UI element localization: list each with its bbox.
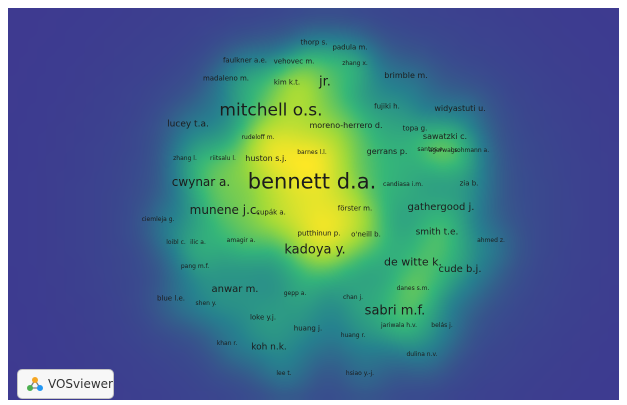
item-label-agarwal[interactable]: agarwal s. xyxy=(428,147,460,154)
item-label-munene[interactable]: munene j.c. xyxy=(189,203,261,217)
item-label-faulkner[interactable]: faulkner a.e. xyxy=(222,56,268,65)
item-label-thorp[interactable]: thorp s. xyxy=(300,38,328,47)
item-label-dulina[interactable]: dulina n.v. xyxy=(406,351,438,358)
item-label-chan[interactable]: chan j. xyxy=(342,294,364,301)
item-label-pang[interactable]: pang m.f. xyxy=(180,263,210,270)
item-label-de-witte[interactable]: de witte k. xyxy=(383,255,443,269)
item-label-padula[interactable]: padula m. xyxy=(332,43,368,52)
item-label-zhang-l[interactable]: zhang l. xyxy=(173,155,197,162)
item-label-topa[interactable]: topa g. xyxy=(402,124,428,133)
item-label-blue[interactable]: blue l.e. xyxy=(156,294,186,303)
item-label-cwynar[interactable]: cwynar a. xyxy=(171,175,231,189)
item-label-kadoya[interactable]: kadoya y. xyxy=(284,242,346,258)
item-label-rudeloff[interactable]: rudeloff m. xyxy=(241,134,275,141)
vosviewer-logo-text: VOSviewer xyxy=(47,377,113,391)
item-label-riitsalu[interactable]: riitsalu l. xyxy=(210,155,236,162)
item-label-ilic[interactable]: ilic a. xyxy=(190,239,206,246)
item-label-smith[interactable]: smith t.e. xyxy=(415,227,459,238)
item-label-gerrans[interactable]: gerrans p. xyxy=(366,147,408,156)
item-label-kim[interactable]: kim k.t. xyxy=(273,78,301,87)
item-label-lee[interactable]: lee t. xyxy=(276,370,292,377)
density-map-canvas[interactable]: thorp s. padula m. faulkner a.e. vehovec… xyxy=(8,8,619,400)
item-label-oneill[interactable]: o'neill b. xyxy=(351,230,381,239)
item-label-huang-j[interactable]: huang j. xyxy=(293,324,323,333)
item-label-khan[interactable]: khan r. xyxy=(216,340,238,347)
item-label-zhang-x[interactable]: zhang x. xyxy=(342,60,368,67)
item-label-belas[interactable]: belás j. xyxy=(431,322,453,329)
item-label-anwar[interactable]: anwar m. xyxy=(211,284,259,295)
item-label-sabri[interactable]: sabri m.f. xyxy=(364,303,426,319)
item-label-danes[interactable]: danes s.m. xyxy=(396,285,430,292)
item-label-mitchell[interactable]: mitchell o.s. xyxy=(219,100,323,121)
item-label-gepp[interactable]: gepp a. xyxy=(283,290,307,297)
item-label-grohmann[interactable]: grohmann a. xyxy=(450,147,490,154)
item-label-hsiao[interactable]: hsiao y.-j. xyxy=(345,370,375,377)
item-label-shen[interactable]: shen y. xyxy=(195,300,217,307)
item-label-huston[interactable]: huston s.j. xyxy=(245,154,287,163)
item-label-ciemleja[interactable]: ciemleja g. xyxy=(141,216,175,223)
item-label-forster[interactable]: förster m. xyxy=(337,204,373,213)
vosviewer-logo-button[interactable]: VOSviewer xyxy=(17,369,114,399)
vosviewer-logo-icon xyxy=(26,377,43,391)
item-label-fujiki[interactable]: fujiki h. xyxy=(374,102,400,111)
item-label-brimble[interactable]: brimble m. xyxy=(384,71,428,80)
item-label-sawatzki[interactable]: sawatzki c. xyxy=(422,132,468,141)
item-label-madaleno[interactable]: madaleno m. xyxy=(202,74,250,83)
item-label-jariwala[interactable]: jariwala h.v. xyxy=(380,322,418,329)
item-label-loibl[interactable]: loibl c. xyxy=(166,239,186,246)
item-label-huang-r[interactable]: huang r. xyxy=(340,332,366,339)
item-label-cude[interactable]: cude b.j. xyxy=(438,264,482,275)
item-label-koh[interactable]: koh n.k. xyxy=(251,342,287,353)
item-label-gathergood[interactable]: gathergood j. xyxy=(407,202,475,213)
item-label-bennett[interactable]: bennett d.a. xyxy=(247,169,377,194)
item-label-zia[interactable]: zia b. xyxy=(459,179,479,188)
item-label-cupak[interactable]: cupák a. xyxy=(256,208,286,217)
item-label-ahmed[interactable]: ahmed z. xyxy=(477,237,505,244)
item-label-amagir[interactable]: amagir a. xyxy=(226,237,256,244)
item-label-moreno-herrero[interactable]: moreno-herrero d. xyxy=(309,121,383,130)
item-label-lucey[interactable]: lucey t.a. xyxy=(167,119,209,130)
item-label-loke[interactable]: loke y.j. xyxy=(249,313,277,322)
item-label-putthinun[interactable]: putthinun p. xyxy=(297,229,341,238)
item-label-widyastuti[interactable]: widyastuti u. xyxy=(434,104,486,113)
item-labels-layer: thorp s. padula m. faulkner a.e. vehovec… xyxy=(8,8,619,400)
item-label-jr[interactable]: jr. xyxy=(319,74,331,90)
density-heatmap xyxy=(8,8,619,400)
item-label-vehovec[interactable]: vehovec m. xyxy=(273,57,315,66)
item-label-santos[interactable]: santos e. xyxy=(417,146,445,153)
item-label-candiasa[interactable]: candiasa i.m. xyxy=(383,181,423,188)
item-label-barnes[interactable]: barnes l.l. xyxy=(297,149,327,156)
